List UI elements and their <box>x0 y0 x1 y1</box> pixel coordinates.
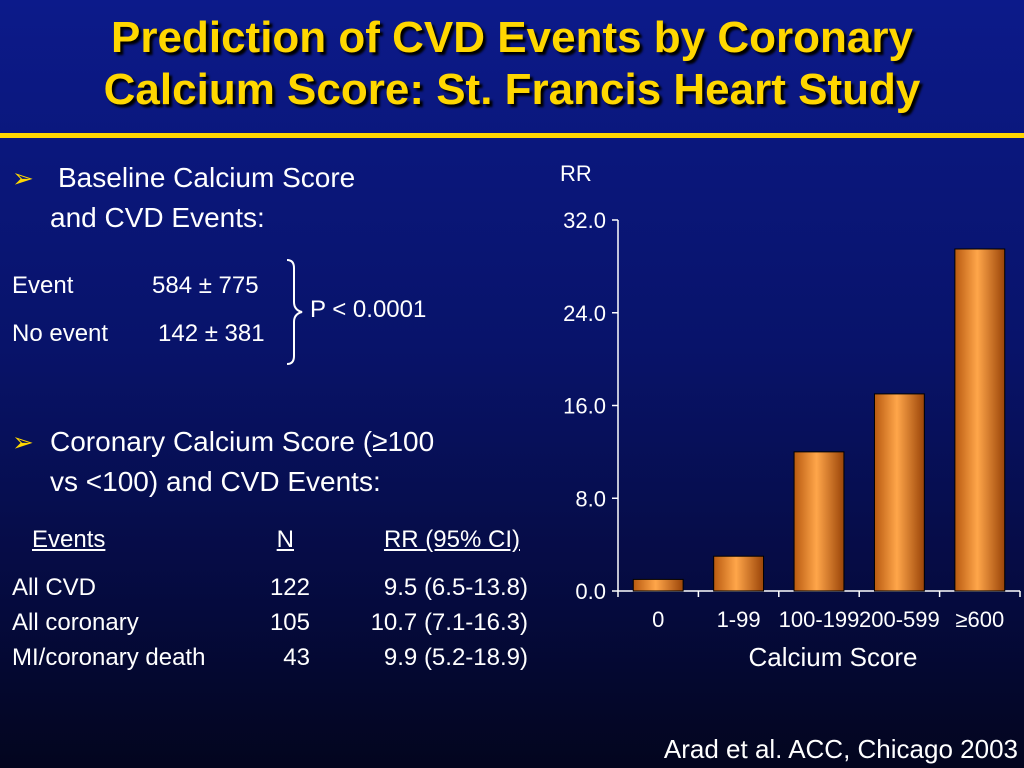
chart-tick-labels: 0.0 8.0 16.0 24.0 32.0 0 1-99 100-199 200-599 ≥60… <box>563 208 1004 632</box>
table-row-1-n: 105 <box>269 609 310 636</box>
baseline-noevent-label: No event <box>12 320 109 347</box>
citation: Arad et al. ACC, Chicago 2003 <box>663 734 1018 764</box>
p-value: P < 0.0001 <box>310 296 427 323</box>
table-row-2-event: MI/coronary death <box>12 644 206 671</box>
right-brace-icon <box>286 259 303 365</box>
table-row-2-rr: 9.9 (5.2-18.9) <box>383 644 528 671</box>
table-row-0-n: 122 <box>269 574 310 601</box>
baseline-event-label: Event <box>12 272 74 299</box>
title-line-1: Prediction of CVD Events by Coronary <box>111 13 913 62</box>
baseline-noevent-value: 142 ± 381 <box>158 320 265 347</box>
bullet-coronary-line-2: vs <100) and CVD Events: <box>50 466 381 497</box>
chart-bars <box>632 248 1006 592</box>
bar-2 <box>793 451 845 592</box>
bullet-baseline-line-2: and CVD Events: <box>50 202 265 233</box>
table-row-1-rr: 10.7 (7.1-16.3) <box>370 609 528 636</box>
x-tick-label: 100-199 <box>779 607 860 632</box>
x-tick-label: 0 <box>652 607 664 632</box>
bar-1 <box>713 555 765 592</box>
x-tick-label: ≥600 <box>955 607 1004 632</box>
y-axis-label: RR <box>560 161 592 186</box>
bar-0 <box>632 578 684 592</box>
table-row-1-event: All coronary <box>12 609 139 636</box>
table-row-2-n: 43 <box>283 644 310 671</box>
title-line-2: Calcium Score: St. Francis Heart Study <box>103 65 921 114</box>
bar-3 <box>873 393 925 592</box>
x-axis-label: Calcium Score <box>748 642 917 672</box>
x-tick-label: 200-599 <box>859 607 940 632</box>
arrow-bullet-icon: ➢ <box>12 163 34 193</box>
table-header-n: N <box>276 526 294 553</box>
title-divider <box>0 133 1024 138</box>
y-tick-label: 16.0 <box>563 394 606 419</box>
table-row-0-event: All CVD <box>12 574 97 601</box>
baseline-event-value: 584 ± 775 <box>152 272 259 299</box>
arrow-bullet-icon: ➢ <box>12 427 34 457</box>
table-row-0-rr: 9.5 (6.5-13.8) <box>383 574 528 601</box>
bullet-baseline-line-1: Baseline Calcium Score <box>58 162 356 193</box>
table-header-rr: RR (95% CI) <box>383 526 520 553</box>
y-tick-label: 32.0 <box>563 208 606 233</box>
table-header-events: Events <box>32 526 106 553</box>
bullet-coronary-line-1: Coronary Calcium Score (≥100 <box>50 426 435 457</box>
y-tick-label: 8.0 <box>575 486 606 511</box>
page-title: Prediction of CVD Events by Coronary Cal… <box>0 12 1024 116</box>
x-tick-label: 1-99 <box>717 607 761 632</box>
y-tick-label: 24.0 <box>563 301 606 326</box>
bar-4 <box>954 248 1006 592</box>
y-tick-label: 0.0 <box>575 579 606 604</box>
